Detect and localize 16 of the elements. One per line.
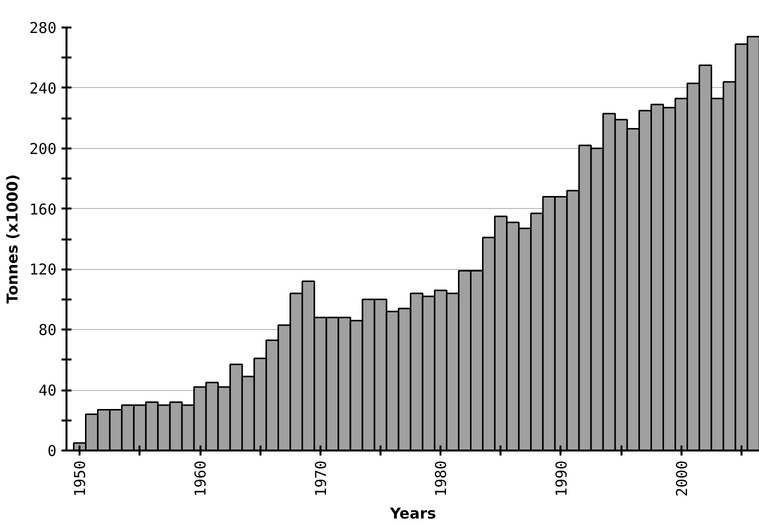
y-tick-label: 40 [38, 382, 56, 400]
y-tick-label: 280 [29, 19, 56, 37]
y-tick-label: 200 [29, 140, 56, 158]
y-tick-label: 0 [47, 442, 56, 460]
y-tick-label: 120 [29, 260, 56, 279]
y-tick-label: 80 [38, 321, 56, 340]
x-axis-title: Years [388, 504, 436, 523]
x-tick-label: 1950 [71, 460, 90, 497]
x-tick-label: 1980 [432, 460, 450, 497]
x-tick-label: 1960 [192, 460, 210, 497]
y-tick-label: 160 [29, 200, 56, 218]
x-tick-label: 1990 [552, 460, 570, 497]
x-tick-label: 1970 [312, 460, 330, 497]
y-tick-label: 240 [29, 79, 56, 98]
x-tick-label: 2000 [672, 460, 691, 497]
y-axis-title: Tonnes (x1000) [3, 174, 22, 304]
